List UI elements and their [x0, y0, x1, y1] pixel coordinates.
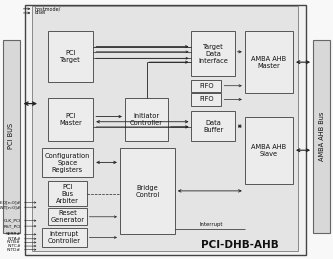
- Text: Configuration
Space
Registers: Configuration Space Registers: [45, 153, 90, 172]
- Text: FIFO: FIFO: [199, 96, 214, 103]
- Text: Interrupt: Interrupt: [200, 222, 223, 227]
- Text: SERR#: SERR#: [6, 232, 21, 236]
- Text: PCI BUS: PCI BUS: [8, 123, 14, 149]
- Text: Data
Buffer: Data Buffer: [203, 120, 223, 133]
- Text: RST_PCI: RST_PCI: [3, 224, 21, 228]
- Text: GNT[n:0]#: GNT[n:0]#: [0, 205, 21, 209]
- Bar: [120, 148, 175, 234]
- Bar: [191, 93, 221, 106]
- Bar: [48, 208, 87, 225]
- Text: INTC#: INTC#: [7, 244, 21, 248]
- Text: Bridge
Control: Bridge Control: [135, 184, 160, 198]
- Text: CLK_PCI: CLK_PCI: [3, 219, 21, 223]
- Text: PCI
Bus
Arbiter: PCI Bus Arbiter: [56, 184, 79, 204]
- Text: AMBA AHB
Slave: AMBA AHB Slave: [251, 144, 286, 157]
- Text: Target
Data
Interface: Target Data Interface: [198, 44, 228, 64]
- Bar: [191, 111, 235, 141]
- Bar: [32, 6, 298, 251]
- Text: INTD#: INTD#: [7, 248, 21, 252]
- Text: FIFO: FIFO: [199, 83, 214, 89]
- Text: idsel: idsel: [35, 10, 46, 16]
- Bar: [48, 98, 93, 141]
- Bar: [191, 80, 221, 92]
- Bar: [3, 40, 20, 233]
- Text: AMBA AHB Bus: AMBA AHB Bus: [319, 111, 325, 161]
- Bar: [313, 40, 330, 233]
- Bar: [25, 5, 306, 255]
- Text: AMBA AHB
Master: AMBA AHB Master: [251, 56, 286, 69]
- Text: Reset
Generator: Reset Generator: [50, 210, 85, 224]
- Text: hostmode/: hostmode/: [35, 6, 61, 11]
- Bar: [245, 31, 293, 93]
- Bar: [42, 228, 87, 247]
- Text: PCI
Master: PCI Master: [59, 113, 82, 126]
- Bar: [42, 148, 93, 177]
- Bar: [48, 181, 87, 206]
- Text: Initiator
Controller: Initiator Controller: [130, 113, 163, 126]
- Bar: [191, 31, 235, 76]
- Bar: [125, 98, 168, 141]
- Text: Interrupt
Controller: Interrupt Controller: [48, 231, 81, 244]
- Text: PCI
Target: PCI Target: [60, 50, 81, 63]
- Text: PCI-DHB-AHB: PCI-DHB-AHB: [201, 240, 279, 250]
- Bar: [245, 117, 293, 184]
- Text: REQ[n:0]#: REQ[n:0]#: [0, 200, 21, 205]
- Text: INTB#: INTB#: [7, 240, 21, 244]
- Text: INTA#: INTA#: [7, 237, 21, 241]
- Bar: [48, 31, 93, 82]
